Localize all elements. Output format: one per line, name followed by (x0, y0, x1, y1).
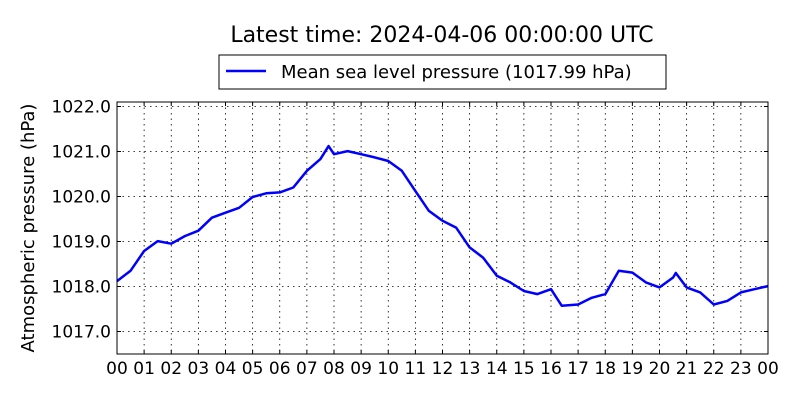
x-tick-label: 16 (540, 359, 562, 379)
y-tick-label: 1019.0 (52, 233, 111, 253)
axis-ticks: 00 01 02 03 04 05 06 07 08 09 10 11 12 13 14 15 16 17 18 19… (52, 98, 779, 380)
x-tick-label: 07 (296, 359, 318, 379)
x-tick-label: 14 (486, 359, 508, 379)
x-tick-label: 03 (188, 359, 210, 379)
x-tick-label: 10 (377, 359, 399, 379)
x-tick-label: 13 (459, 359, 481, 379)
legend-label: Mean sea level pressure (1017.99 hPa) (281, 62, 632, 83)
x-tick-label: 00 (757, 359, 779, 379)
y-tick-label: 1018.0 (52, 278, 111, 298)
y-axis-label: Atmospheric pressure (hPa) (18, 104, 39, 353)
y-tick-label: 1020.0 (52, 188, 111, 208)
x-tick-label: 08 (323, 359, 345, 379)
series-line-mean-sea-level-pressure (116, 144, 769, 308)
legend: Mean sea level pressure (1017.99 hPa) (218, 54, 667, 90)
x-tick-label: 20 (649, 359, 671, 379)
x-tick-label: 12 (432, 359, 454, 379)
x-tick-label: 11 (405, 359, 427, 379)
x-tick-label: 02 (160, 359, 182, 379)
x-tick-label: 22 (703, 359, 725, 379)
x-tick-label: 21 (676, 359, 698, 379)
x-tick-label: 15 (513, 359, 535, 379)
plot-frame (116, 101, 769, 355)
x-tick-label: 23 (730, 359, 752, 379)
x-tick-label: 05 (242, 359, 264, 379)
y-tick-label: 1017.0 (52, 323, 111, 343)
x-tick-label: 00 (106, 359, 128, 379)
legend-box (218, 54, 667, 90)
x-tick-label: 17 (567, 359, 589, 379)
y-tick-label: 1021.0 (52, 143, 111, 163)
x-tick-label: 06 (269, 359, 291, 379)
x-tick-label: 01 (133, 359, 155, 379)
x-tick-label: 09 (350, 359, 372, 379)
chart-title: Latest time: 2024-04-06 00:00:00 UTC (230, 23, 653, 48)
x-tick-label: 04 (215, 359, 237, 379)
y-tick-label: 1022.0 (52, 98, 111, 118)
x-tick-label: 19 (622, 359, 644, 379)
grid (117, 102, 768, 354)
x-tick-label: 18 (594, 359, 616, 379)
